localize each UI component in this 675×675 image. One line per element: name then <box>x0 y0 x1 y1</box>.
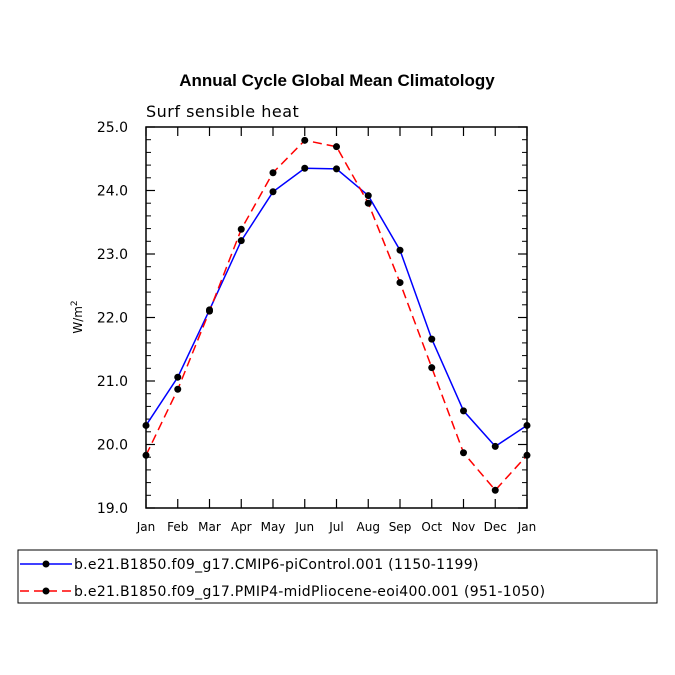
series-1-point <box>206 307 213 315</box>
x-tick-label: Jun <box>294 520 314 534</box>
legend-label-control: b.e21.B1850.f09_g17.CMIP6-piControl.001 … <box>74 557 479 573</box>
x-tick-label: May <box>261 520 286 534</box>
series-0-point <box>396 246 404 254</box>
x-tick-label: Oct <box>421 520 442 534</box>
y-tick-label: 20.0 <box>97 438 128 454</box>
series-0-point <box>333 165 340 173</box>
x-tick-label: Aug <box>357 520 380 534</box>
x-tick-label: Jul <box>328 520 343 534</box>
series-1-point <box>396 279 404 287</box>
series-0-point <box>269 188 277 196</box>
y-tick-label: 19.0 <box>97 501 128 517</box>
x-tick-label: Dec <box>484 520 507 534</box>
legend-marker-control <box>42 560 50 568</box>
series-0-point <box>364 192 372 200</box>
x-tick-label: Apr <box>231 520 252 534</box>
series-1-point <box>460 449 467 457</box>
series-1-point <box>237 225 245 233</box>
series-0-point <box>428 335 436 343</box>
series-0-point <box>237 237 245 245</box>
series-1-point <box>333 143 340 151</box>
series-0-point <box>460 407 467 415</box>
y-axis-label-units: W/m <box>71 306 85 334</box>
x-tick-labels: Jan Feb Mar Apr May Jun Jul Aug Sep Oct Nov Dec Jan <box>136 520 537 534</box>
series-line-1 <box>145 139 528 492</box>
series-line-0 <box>145 167 528 448</box>
legend-label-pliocene: b.e21.B1850.f09_g17.PMIP4-midPliocene-eo… <box>74 584 545 600</box>
y-tick-label: 24.0 <box>97 184 128 200</box>
chart-subtitle: Surf sensible heat <box>146 102 299 121</box>
y-tick-label: 25.0 <box>97 120 128 136</box>
series-layer <box>142 136 531 494</box>
x-tick-label: Nov <box>452 520 475 534</box>
y-tick-label: 22.0 <box>97 311 128 327</box>
legend-marker-pliocene <box>42 587 50 595</box>
series-1-point <box>491 486 499 494</box>
y-tick-label: 21.0 <box>97 374 128 390</box>
legend: b.e21.B1850.f09_g17.CMIP6-piControl.001 … <box>17 549 658 604</box>
series-1-point <box>364 199 372 207</box>
y-tick-label: 23.0 <box>97 247 128 263</box>
y-axis-label: W/m2 <box>70 300 85 333</box>
plot-frame <box>145 126 528 509</box>
series-1-point <box>301 136 309 144</box>
axis-ticks <box>145 126 528 509</box>
x-tick-label: Mar <box>198 520 221 534</box>
x-tick-label: Feb <box>167 520 188 534</box>
series-1-point <box>174 385 182 393</box>
y-axis-label-exponent: 2 <box>70 300 80 306</box>
series-0-point <box>301 164 309 172</box>
series-0-point <box>174 373 182 381</box>
x-tick-label: Jan <box>136 520 156 534</box>
legend-box <box>17 549 658 604</box>
series-0-point <box>491 442 499 450</box>
series-1-point <box>428 364 436 372</box>
x-tick-label: Sep <box>389 520 412 534</box>
x-tick-label: Jan <box>517 520 537 534</box>
chart-title: Annual Cycle Global Mean Climatology <box>179 71 495 90</box>
series-1-point <box>269 169 277 177</box>
y-tick-labels: 19.0 20.0 21.0 22.0 23.0 24.0 25.0 <box>97 120 128 517</box>
